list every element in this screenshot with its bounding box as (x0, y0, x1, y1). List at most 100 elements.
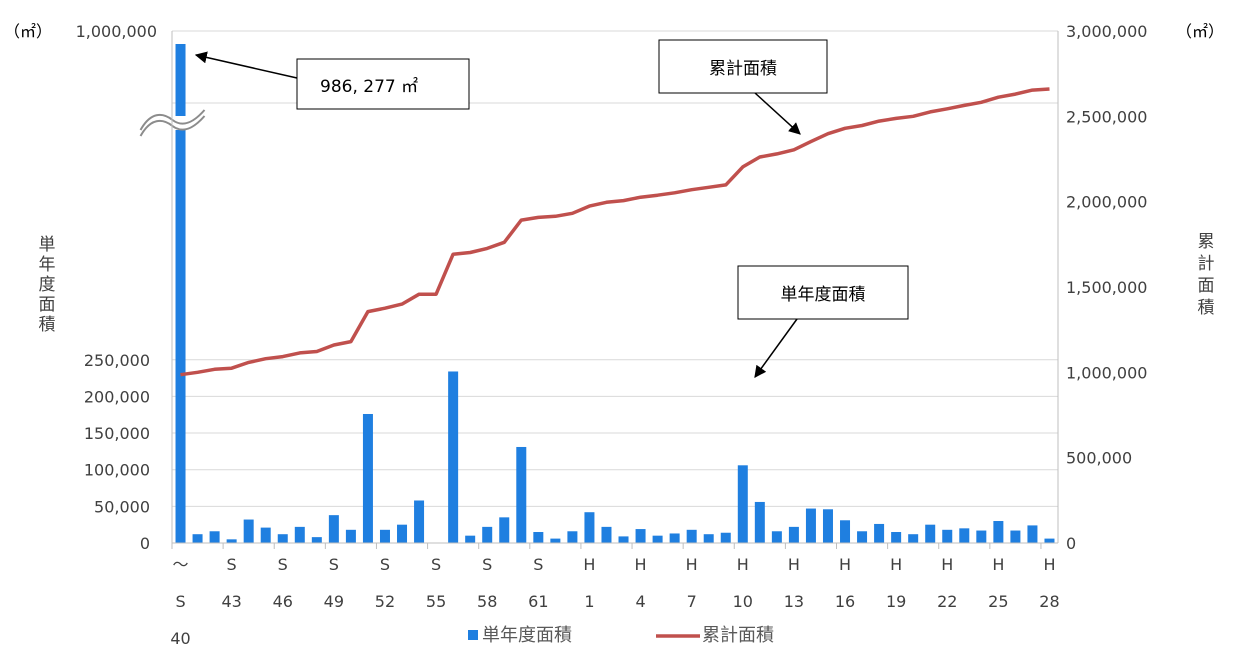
bar (226, 539, 237, 543)
callout-arrow-annual (754, 318, 798, 378)
legend-label-line: 累計面積 (702, 625, 774, 646)
left-axis-title-char: 積 (39, 315, 56, 335)
x-tick-label: 25 (988, 592, 1008, 611)
right-tick-label: 2,000,000 (1066, 193, 1147, 212)
x-tick-label: 4 (635, 592, 645, 611)
x-tick-label: 55 (426, 592, 446, 611)
left-axis-title-char: 面 (39, 295, 56, 315)
bar (533, 532, 544, 543)
x-tick-label: 46 (273, 592, 293, 611)
left-axis-title-char: 単 (39, 235, 56, 255)
x-tick-label: 28 (1039, 592, 1059, 611)
bar (414, 500, 425, 543)
bar (448, 371, 459, 543)
bar (652, 535, 663, 543)
left-tick-label: 250,000 (84, 351, 150, 370)
x-tick-label: 7 (687, 592, 697, 611)
callout-box-cumulative (658, 39, 828, 94)
bar (311, 537, 322, 543)
left-axis-unit: （㎡） (4, 22, 52, 41)
x-tick-label: H (583, 555, 595, 574)
callout-box-annual (737, 265, 909, 320)
x-tick-label: H (686, 555, 698, 574)
bar (669, 533, 680, 543)
bar (874, 523, 885, 543)
bar (925, 524, 936, 543)
right-axis-unit: （㎡） (1176, 22, 1224, 41)
bar (703, 534, 714, 543)
x-tick-label: S (175, 592, 185, 611)
left-tick-label: 200,000 (84, 387, 150, 406)
bar (175, 44, 186, 543)
left-tick-label: 150,000 (84, 424, 150, 443)
bar (686, 529, 697, 543)
x-tick-label: 10 (733, 592, 753, 611)
bar (822, 509, 833, 543)
left-axis-title-char: 年 (39, 255, 56, 275)
right-axis-title-char: 累 (1198, 232, 1215, 252)
bar (840, 520, 851, 543)
bar (857, 531, 868, 543)
x-tick-label: S (329, 555, 339, 574)
callout-box-peak (296, 58, 470, 110)
bar (345, 529, 356, 543)
axis-break-mark (139, 109, 206, 131)
x-tick-label: 58 (477, 592, 497, 611)
callout-arrow-cumulative (754, 92, 801, 135)
bar (397, 524, 408, 543)
x-tick-label: 〜 (173, 555, 189, 574)
x-tick-label: 1 (584, 592, 594, 611)
x-tick-label: S (431, 555, 441, 574)
callout-text-annual: 単年度面積 (781, 285, 866, 305)
bar (788, 526, 799, 543)
bar (584, 512, 595, 543)
bar (1044, 538, 1055, 543)
bar (294, 526, 305, 543)
bar (635, 529, 646, 543)
callout-text-cumulative: 累計面積 (709, 59, 777, 79)
axis-break-mark (139, 115, 206, 137)
bar (328, 515, 339, 543)
bar (209, 531, 220, 543)
bar (720, 532, 731, 543)
bar (942, 529, 953, 543)
line-series (180, 87, 1050, 377)
bar (976, 530, 987, 543)
callout-arrow-peak (194, 51, 298, 79)
bar (771, 531, 782, 543)
bar (550, 538, 561, 543)
bar (959, 528, 970, 543)
bar (277, 534, 288, 543)
bar (482, 526, 493, 543)
right-tick-label: 0 (1066, 534, 1076, 553)
legend-label-bar: 単年度面積 (482, 625, 572, 646)
x-tick-label: 61 (528, 592, 548, 611)
right-tick-label: 1,500,000 (1066, 278, 1147, 297)
bar (1027, 525, 1038, 543)
bar (567, 531, 578, 543)
left-tick-label-top: 1,000,000 (76, 22, 157, 41)
bar (601, 526, 612, 543)
right-tick-label: 3,000,000 (1066, 22, 1147, 41)
x-tick-label: S (227, 555, 237, 574)
bar (805, 508, 816, 543)
bar (260, 527, 271, 543)
x-tick-label: H (1043, 555, 1055, 574)
x-tick-label: H (941, 555, 953, 574)
x-tick-label: H (737, 555, 749, 574)
axes: 0 50,000 100,000 150,000 200,000 250,000 1,000… (4, 22, 1224, 648)
right-axis-title-char: 計 (1198, 254, 1215, 274)
right-tick-label: 1,000,000 (1066, 363, 1147, 382)
bar (618, 536, 629, 543)
bar (516, 446, 527, 543)
x-tick-label: S (482, 555, 492, 574)
bar (993, 521, 1004, 543)
bar (192, 534, 203, 543)
bar (362, 413, 373, 543)
right-tick-label: 2,500,000 (1066, 107, 1147, 126)
x-tick-label: S (380, 555, 390, 574)
legend: 単年度面積 累計面積 (468, 625, 774, 646)
x-tick-label: S (278, 555, 288, 574)
bar-series (175, 44, 1055, 543)
